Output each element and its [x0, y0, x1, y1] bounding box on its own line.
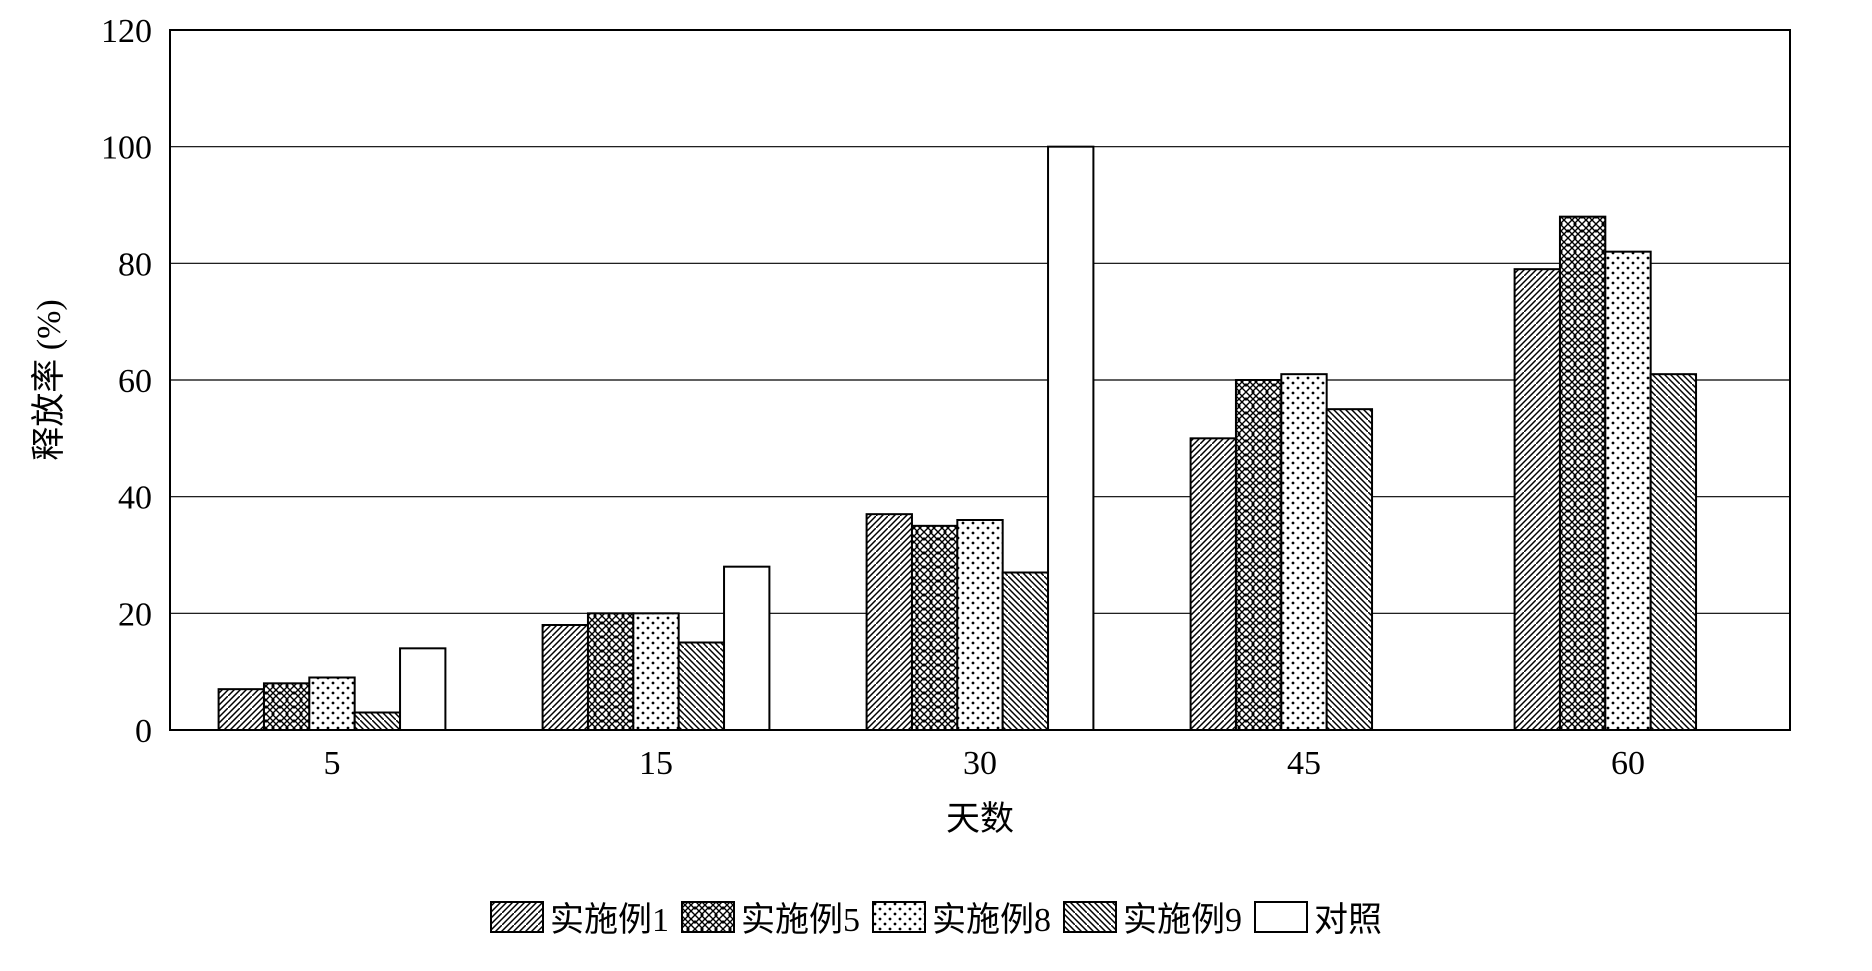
y-tick-label: 120 [101, 13, 152, 50]
legend-swatch [1254, 901, 1308, 933]
y-tick-label: 20 [118, 596, 152, 633]
bar [1327, 409, 1372, 730]
y-tick-label: 100 [101, 130, 152, 167]
bar [1560, 217, 1605, 730]
bar [724, 567, 769, 730]
legend-swatch [681, 901, 735, 933]
chart-svg: 0 20 40 60 80 100 120 释放率 (%) 5 15 30 45 60 天数 [0, 0, 1872, 860]
x-axis-label: 天数 [946, 800, 1014, 838]
legend: 实施例1 实施例5 实施例8 实施例9 对照 [0, 892, 1872, 941]
legend-item: 实施例1 [490, 892, 669, 941]
bar [1191, 438, 1236, 730]
bar [1651, 374, 1696, 730]
legend-item: 实施例8 [872, 892, 1051, 941]
bar [1605, 252, 1650, 730]
legend-swatch [490, 901, 544, 933]
y-tick-label: 0 [135, 713, 152, 750]
bar [1236, 380, 1281, 730]
bar [1515, 269, 1560, 730]
bar [588, 613, 633, 730]
x-tick-label: 5 [324, 745, 341, 782]
bar [1003, 573, 1048, 731]
y-axis-label: 释放率 (%) [30, 299, 68, 460]
legend-label: 对照 [1314, 892, 1382, 941]
bar [957, 520, 1002, 730]
bar [679, 643, 724, 731]
legend-item: 实施例5 [681, 892, 860, 941]
legend-label: 实施例8 [932, 892, 1051, 941]
y-tick-label: 40 [118, 480, 152, 517]
bar [355, 713, 400, 731]
chart-container: 020406080100120释放率 (%)515304560天数 实施例1实施… [0, 0, 1872, 971]
bar [543, 625, 588, 730]
bar [264, 683, 309, 730]
legend-swatch [872, 901, 926, 933]
bar [1281, 374, 1326, 730]
bar [912, 526, 957, 730]
legend-item: 对照 [1254, 892, 1382, 941]
bar [867, 514, 912, 730]
bar [309, 678, 354, 731]
bar [633, 613, 678, 730]
x-tick-label: 30 [963, 745, 997, 782]
bar [1048, 147, 1093, 730]
legend-label: 实施例9 [1123, 892, 1242, 941]
x-tick-label: 60 [1611, 745, 1645, 782]
y-tick-label: 60 [118, 363, 152, 400]
legend-item: 实施例9 [1063, 892, 1242, 941]
y-tick-label: 80 [118, 246, 152, 283]
bar [400, 648, 445, 730]
legend-label: 实施例1 [550, 892, 669, 941]
legend-label: 实施例5 [741, 892, 860, 941]
x-tick-label: 15 [639, 745, 673, 782]
x-tick-label: 45 [1287, 745, 1321, 782]
legend-swatch [1063, 901, 1117, 933]
bar [219, 689, 264, 730]
